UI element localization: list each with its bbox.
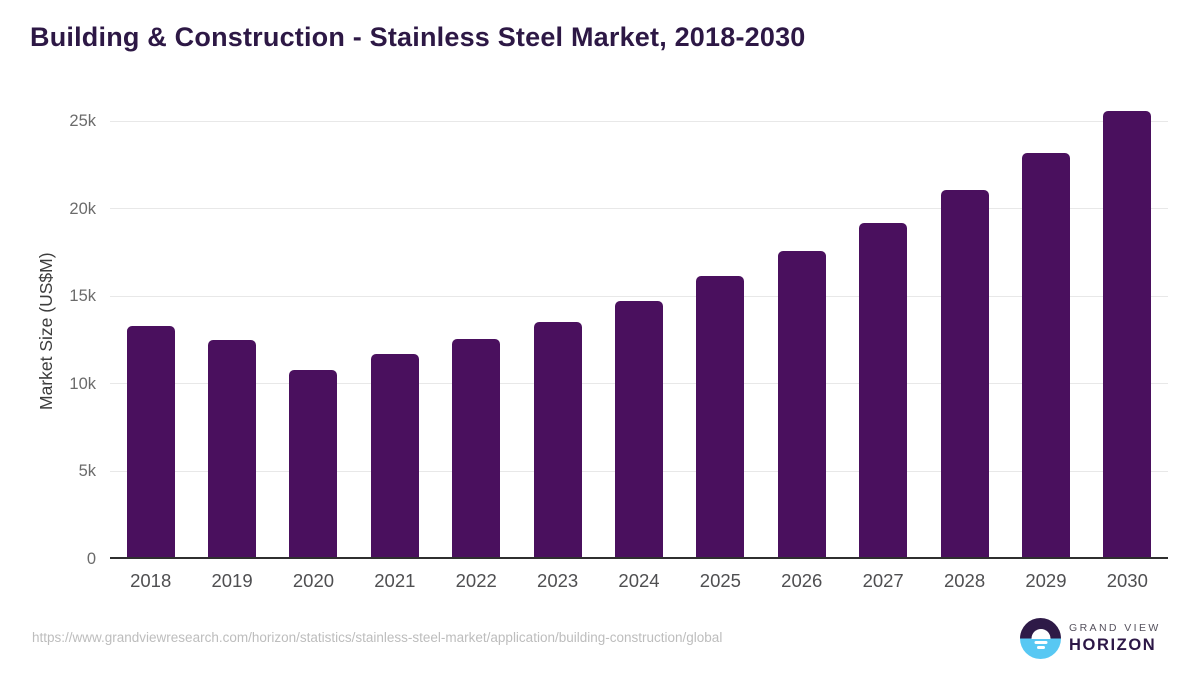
y-tick-label-25k: 25k xyxy=(69,112,96,130)
logo-product-name: HORIZON xyxy=(1069,636,1157,654)
bar-2024[interactable] xyxy=(615,300,663,559)
gridline-20k xyxy=(110,208,1168,210)
bar-2020[interactable] xyxy=(289,369,338,559)
x-tick-label-2021: 2021 xyxy=(374,570,416,591)
bar-2029[interactable] xyxy=(1021,153,1070,559)
bar-2027[interactable] xyxy=(859,223,908,559)
x-tick-label-2028: 2028 xyxy=(943,570,986,591)
bar-2019[interactable] xyxy=(208,340,257,559)
x-tick-label-2025: 2025 xyxy=(699,570,741,591)
water-reflection-line xyxy=(1036,646,1045,649)
x-tick-label-2023: 2023 xyxy=(537,570,579,591)
chart-title: Building & Construction - Stainless Stee… xyxy=(30,22,806,52)
bar-2026[interactable] xyxy=(777,250,826,559)
bar-2025[interactable] xyxy=(696,276,745,559)
bar-2021[interactable] xyxy=(370,354,419,559)
water-reflection-line xyxy=(1034,641,1047,644)
bar-2030[interactable] xyxy=(1103,111,1152,559)
x-axis-line xyxy=(110,557,1168,559)
x-tick-label-2030: 2030 xyxy=(1106,570,1148,591)
bar-2023[interactable] xyxy=(533,321,582,559)
x-tick-label-2022: 2022 xyxy=(455,570,497,591)
bar-2022[interactable] xyxy=(452,339,501,559)
horizon-sunrise-icon xyxy=(1020,618,1061,659)
grand-view-horizon-logo: GRAND VIEW HORIZON xyxy=(1020,618,1161,659)
bar-2018[interactable] xyxy=(126,325,175,559)
x-tick-label-2024: 2024 xyxy=(618,570,660,591)
x-tick-label-2020: 2020 xyxy=(292,570,335,591)
x-tick-label-2029: 2029 xyxy=(1025,570,1067,591)
y-axis-title: Market Size (US$M) xyxy=(36,252,56,410)
sun-dome-shape xyxy=(1031,628,1050,639)
logo-brand-name: GRAND VIEW xyxy=(1069,622,1161,634)
x-tick-label-2026: 2026 xyxy=(781,570,823,591)
y-tick-label-10k: 10k xyxy=(69,374,96,393)
x-tick-label-2027: 2027 xyxy=(862,570,904,591)
gridline-25k xyxy=(110,120,1168,122)
logo-wordmark: GRAND VIEW HORIZON xyxy=(1069,622,1161,655)
bar-2028[interactable] xyxy=(940,190,989,559)
source-url: https://www.grandviewresearch.com/horizo… xyxy=(32,630,723,645)
x-tick-label-2019: 2019 xyxy=(211,570,253,591)
y-tick-label-15k: 15k xyxy=(69,287,96,306)
gridline-15k xyxy=(110,295,1168,297)
y-tick-label-5k: 5k xyxy=(78,462,96,481)
y-tick-label-0: 0 xyxy=(86,550,96,568)
x-tick-label-2018: 2018 xyxy=(130,570,172,591)
y-tick-label-20k: 20k xyxy=(69,199,96,218)
